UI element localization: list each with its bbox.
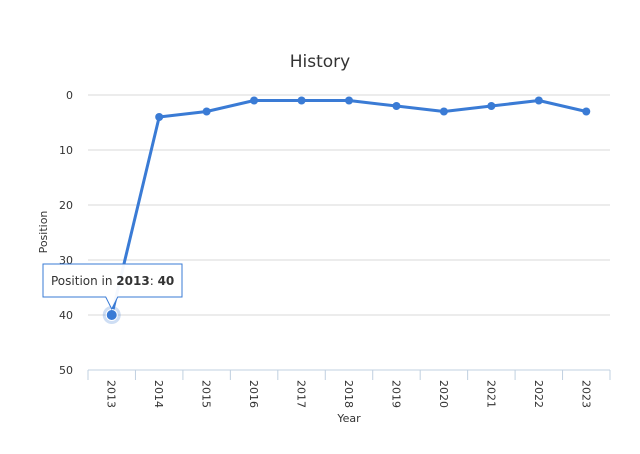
x-tick-label: 2021	[484, 380, 497, 408]
x-axis	[87, 370, 611, 380]
tooltip-text: Position in 2013: 40	[51, 274, 174, 288]
gridlines	[88, 94, 610, 371]
x-tick-label: 2023	[579, 380, 592, 408]
x-tick-label: 2017	[295, 380, 308, 408]
data-point[interactable]	[155, 113, 164, 121]
y-tick-label: 40	[59, 309, 73, 322]
tooltip-prefix: Position in	[51, 274, 116, 288]
data-point[interactable]	[345, 96, 353, 105]
data-point[interactable]	[487, 102, 496, 110]
data-point[interactable]	[439, 107, 448, 116]
data-point[interactable]	[392, 102, 401, 110]
data-point[interactable]	[297, 96, 306, 105]
tooltip: Position in 2013: 40	[42, 263, 183, 311]
x-tick-label: 2022	[532, 380, 545, 408]
series-line	[110, 99, 588, 317]
tooltip-separator: :	[150, 274, 158, 288]
x-axis-title: Year	[336, 412, 361, 425]
x-tick-label: 2020	[437, 380, 450, 408]
x-tick-label: 2016	[247, 380, 260, 408]
data-point[interactable]	[534, 96, 543, 105]
y-tick-label: 50	[59, 364, 73, 377]
x-tick-label: 2013	[105, 380, 118, 408]
chart-title: History	[290, 52, 350, 72]
data-point[interactable]	[105, 309, 118, 321]
data-point[interactable]	[202, 107, 211, 116]
tooltip-box	[42, 263, 183, 311]
tooltip-value: 40	[158, 274, 175, 288]
x-axis-labels: 2013 2014 2015 2016 2017 2018 2019 2020 2021 2022…	[105, 380, 593, 408]
series-position	[102, 96, 591, 324]
x-tick-label: 2019	[389, 380, 402, 408]
y-tick-label: 20	[59, 199, 73, 212]
y-tick-label: 0	[66, 89, 73, 102]
x-tick-label: 2018	[342, 380, 355, 408]
data-point[interactable]	[250, 96, 259, 105]
y-axis-title: Position	[37, 211, 50, 254]
x-tick-label: 2015	[200, 380, 213, 408]
x-tick-label: 2014	[152, 380, 165, 408]
data-point[interactable]	[582, 107, 591, 116]
tooltip-year: 2013	[116, 274, 149, 288]
y-tick-label: 10	[59, 144, 73, 157]
